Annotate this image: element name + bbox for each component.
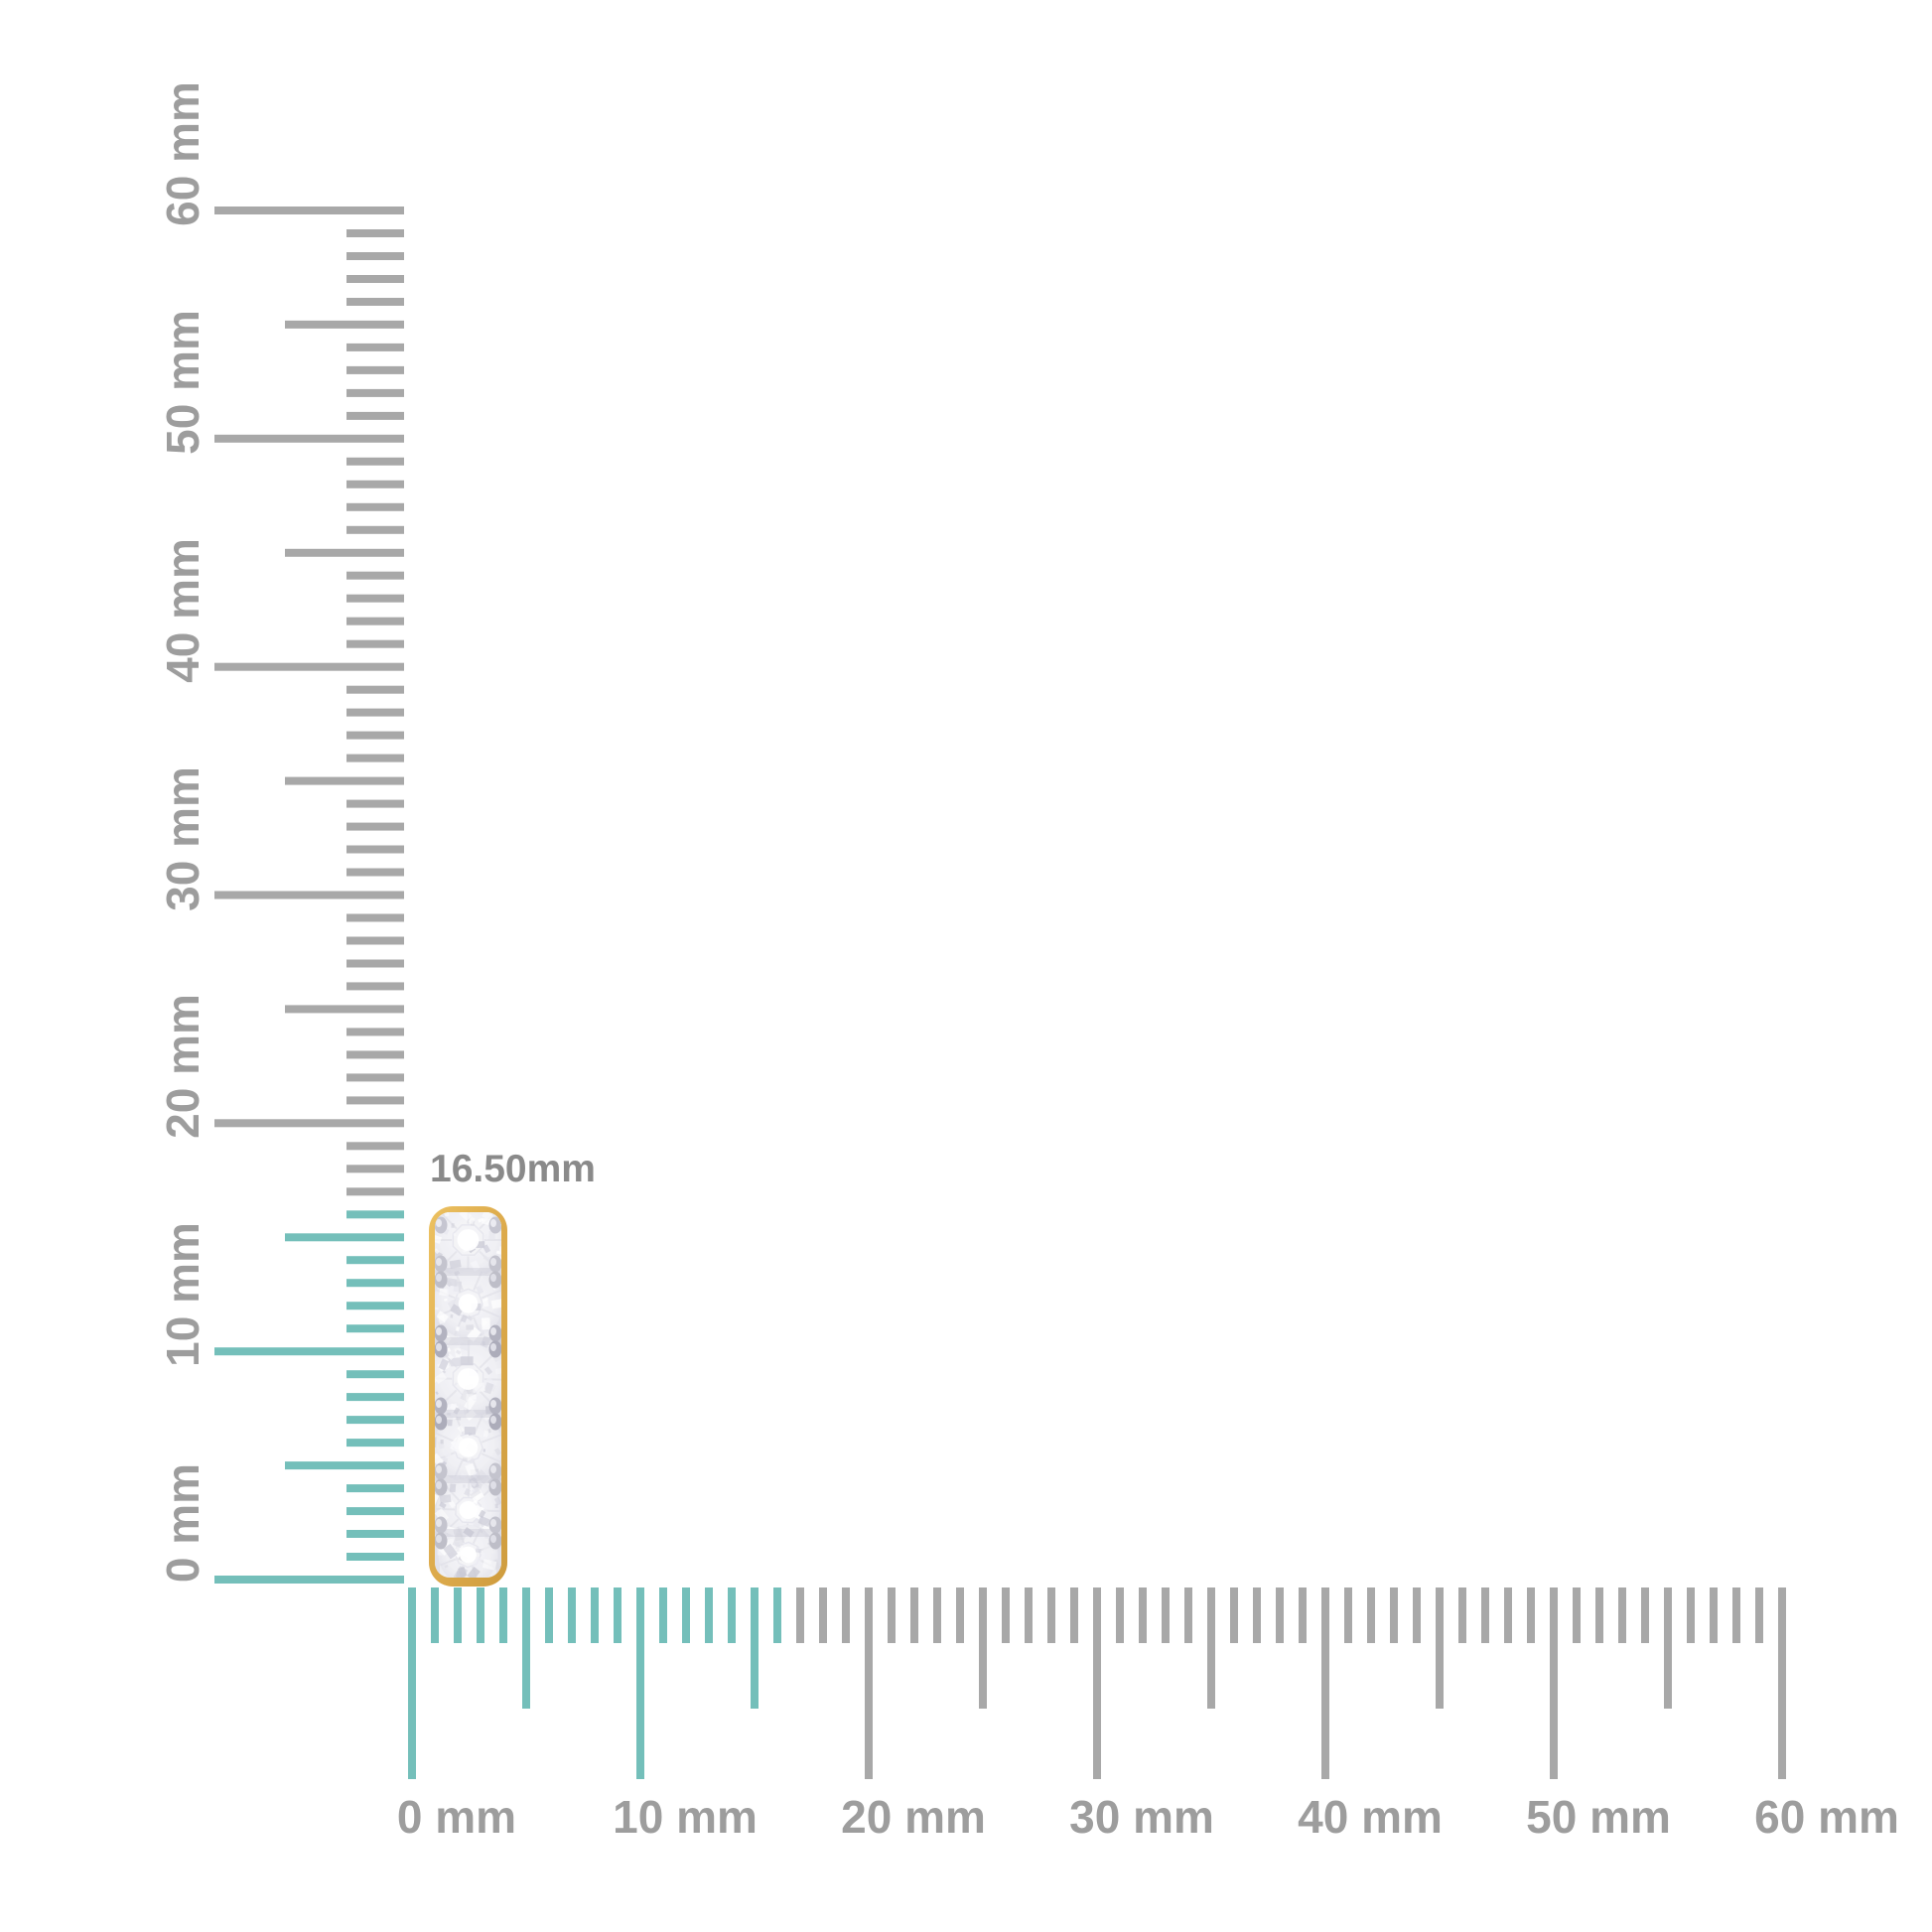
svg-text:10 mm: 10 mm <box>157 1222 208 1367</box>
svg-text:10 mm: 10 mm <box>613 1791 758 1843</box>
svg-text:30 mm: 30 mm <box>157 766 208 911</box>
svg-text:40 mm: 40 mm <box>157 538 208 683</box>
svg-text:50 mm: 50 mm <box>157 310 208 455</box>
svg-text:60 mm: 60 mm <box>1754 1791 1899 1843</box>
svg-text:50 mm: 50 mm <box>1526 1791 1671 1843</box>
svg-text:40 mm: 40 mm <box>1298 1791 1443 1843</box>
svg-text:60 mm: 60 mm <box>157 81 208 226</box>
svg-text:16.50mm: 16.50mm <box>430 1148 596 1190</box>
svg-text:20 mm: 20 mm <box>157 994 208 1139</box>
svg-text:0 mm: 0 mm <box>397 1791 516 1843</box>
svg-text:30 mm: 30 mm <box>1069 1791 1214 1843</box>
svg-text:0 mm: 0 mm <box>157 1463 208 1583</box>
svg-text:20 mm: 20 mm <box>841 1791 986 1843</box>
